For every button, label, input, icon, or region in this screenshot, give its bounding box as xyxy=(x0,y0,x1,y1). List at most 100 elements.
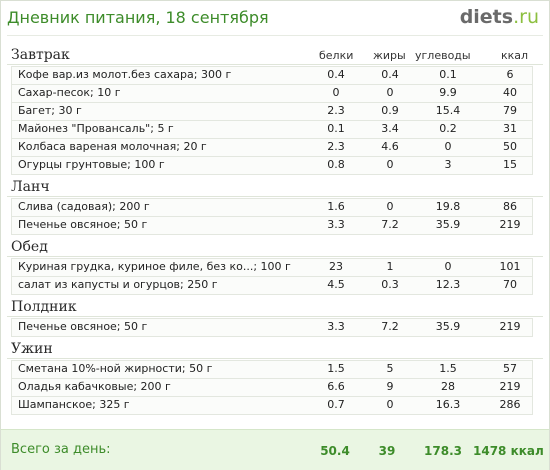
header: Дневник питания, 18 сентября diets.ru xyxy=(1,1,549,35)
food-name: Огурцы грунтовые; 100 г xyxy=(18,158,165,171)
food-name: Печенье овсяное; 50 г xyxy=(18,320,148,333)
fat-value: 0 xyxy=(386,158,394,171)
site-logo[interactable]: diets.ru xyxy=(460,6,539,28)
kcal-value: 101 xyxy=(499,260,521,273)
table-row[interactable]: Шампанское; 325 г 0.7 0 16.3 286 xyxy=(11,396,533,415)
table-row[interactable]: Печенье овсяное; 50 г 3.3 7.2 35.9 219 xyxy=(11,216,533,235)
protein-value: 2.3 xyxy=(327,140,345,153)
protein-value: 4.5 xyxy=(327,278,345,291)
logo-tld: .ru xyxy=(513,6,539,28)
carbs-value: 1.5 xyxy=(439,362,457,375)
section-divider xyxy=(7,256,543,257)
food-name: Сахар-песок; 10 г xyxy=(18,86,121,99)
table-row[interactable]: Куриная грудка, куриное филе, без ко...;… xyxy=(11,258,533,277)
protein-value: 0.7 xyxy=(327,398,345,411)
fat-value: 3.4 xyxy=(381,122,399,135)
table-row[interactable]: салат из капусты и огурцов; 250 г 4.5 0.… xyxy=(11,276,533,295)
column-header-fat: жиры xyxy=(373,49,406,62)
food-name: Слива (садовая); 200 г xyxy=(18,200,150,213)
food-name: салат из капусты и огурцов; 250 г xyxy=(18,278,218,291)
daily-total-label: Всего за день: xyxy=(11,442,111,457)
kcal-value: 219 xyxy=(499,380,521,393)
food-name: Печенье овсяное; 50 г xyxy=(18,218,148,231)
total-protein: 50.4 xyxy=(320,444,350,458)
logo-main: diets xyxy=(459,6,514,28)
carbs-value: 28 xyxy=(441,380,455,393)
table-row[interactable]: Кофе вар.из молот.без сахара; 300 г 0.4 … xyxy=(11,66,533,85)
carbs-value: 3 xyxy=(444,158,452,171)
carbs-value: 35.9 xyxy=(435,320,461,333)
protein-value: 1.6 xyxy=(327,200,345,213)
carbs-value: 0 xyxy=(444,260,452,273)
section-title-breakfast: Завтрак xyxy=(11,47,70,63)
page-title: Дневник питания, 18 сентября xyxy=(7,8,269,27)
fat-value: 7.2 xyxy=(381,218,399,231)
protein-value: 2.3 xyxy=(327,104,345,117)
section-title-supper: Ужин xyxy=(11,341,53,357)
kcal-value: 40 xyxy=(503,86,517,99)
table-row[interactable]: Майонез "Провансаль"; 5 г 0.1 3.4 0.2 31 xyxy=(11,120,533,139)
carbs-value: 9.9 xyxy=(439,86,457,99)
food-name: Майонез "Провансаль"; 5 г xyxy=(18,122,174,135)
section-divider xyxy=(7,316,543,317)
table-row[interactable]: Слива (садовая); 200 г 1.6 0 19.8 86 xyxy=(11,198,533,217)
protein-value: 23 xyxy=(329,260,343,273)
kcal-value: 219 xyxy=(499,218,521,231)
food-name: Оладья кабачковые; 200 г xyxy=(18,380,171,393)
food-name: Шампанское; 325 г xyxy=(18,398,130,411)
protein-value: 3.3 xyxy=(327,218,345,231)
section-title-lunch-snack: Ланч xyxy=(11,179,50,195)
protein-value: 1.5 xyxy=(327,362,345,375)
section-title-afternoon-snack: Полдник xyxy=(11,299,77,315)
food-name: Сметана 10%-ной жирности; 50 г xyxy=(18,362,213,375)
fat-value: 0.9 xyxy=(381,104,399,117)
fat-value: 0 xyxy=(386,86,394,99)
kcal-value: 6 xyxy=(506,68,514,81)
total-fat: 39 xyxy=(378,444,396,458)
protein-value: 0.4 xyxy=(327,68,345,81)
protein-value: 3.3 xyxy=(327,320,345,333)
carbs-value: 16.3 xyxy=(435,398,461,411)
carbs-value: 12.3 xyxy=(435,278,461,291)
carbs-value: 19.8 xyxy=(435,200,461,213)
carbs-value: 15.4 xyxy=(435,104,461,117)
kcal-value: 70 xyxy=(503,278,517,291)
fat-value: 1 xyxy=(386,260,394,273)
carbs-value: 35.9 xyxy=(435,218,461,231)
column-header-protein: белки xyxy=(319,49,354,62)
kcal-value: 286 xyxy=(499,398,521,411)
table-row[interactable]: Оладья кабачковые; 200 г 6.6 9 28 219 xyxy=(11,378,533,397)
table-row[interactable]: Колбаса вареная молочная; 20 г 2.3 4.6 0… xyxy=(11,138,533,157)
table-row[interactable]: Печенье овсяное; 50 г 3.3 7.2 35.9 219 xyxy=(11,318,533,337)
section-divider xyxy=(7,358,543,359)
food-name: Кофе вар.из молот.без сахара; 300 г xyxy=(18,68,232,81)
food-name: Багет; 30 г xyxy=(18,104,82,117)
fat-value: 0 xyxy=(386,200,394,213)
table-row[interactable]: Сахар-песок; 10 г 0 0 9.9 40 xyxy=(11,84,533,103)
fat-value: 7.2 xyxy=(381,320,399,333)
section-divider xyxy=(7,64,543,65)
carbs-value: 0.1 xyxy=(439,68,457,81)
section-divider xyxy=(7,196,543,197)
protein-value: 6.6 xyxy=(327,380,345,393)
food-name: Куриная грудка, куриное филе, без ко...;… xyxy=(18,260,291,273)
fat-value: 0.4 xyxy=(381,68,399,81)
table-row[interactable]: Сметана 10%-ной жирности; 50 г 1.5 5 1.5… xyxy=(11,360,533,379)
fat-value: 5 xyxy=(386,362,394,375)
kcal-value: 57 xyxy=(503,362,517,375)
carbs-value: 0.2 xyxy=(439,122,457,135)
fat-value: 0 xyxy=(386,398,394,411)
table-row[interactable]: Багет; 30 г 2.3 0.9 15.4 79 xyxy=(11,102,533,121)
kcal-value: 86 xyxy=(503,200,517,213)
carbs-value: 0 xyxy=(444,140,452,153)
section-title-dinner-lunch: Обед xyxy=(11,239,48,255)
protein-value: 0.1 xyxy=(327,122,345,135)
total-carbs: 178.3 xyxy=(424,444,462,458)
kcal-value: 50 xyxy=(503,140,517,153)
table-row[interactable]: Огурцы грунтовые; 100 г 0.8 0 3 15 xyxy=(11,156,533,175)
protein-value: 0 xyxy=(332,86,340,99)
column-header-carbs: углеводы xyxy=(415,49,471,62)
kcal-value: 31 xyxy=(503,122,517,135)
kcal-value: 219 xyxy=(499,320,521,333)
